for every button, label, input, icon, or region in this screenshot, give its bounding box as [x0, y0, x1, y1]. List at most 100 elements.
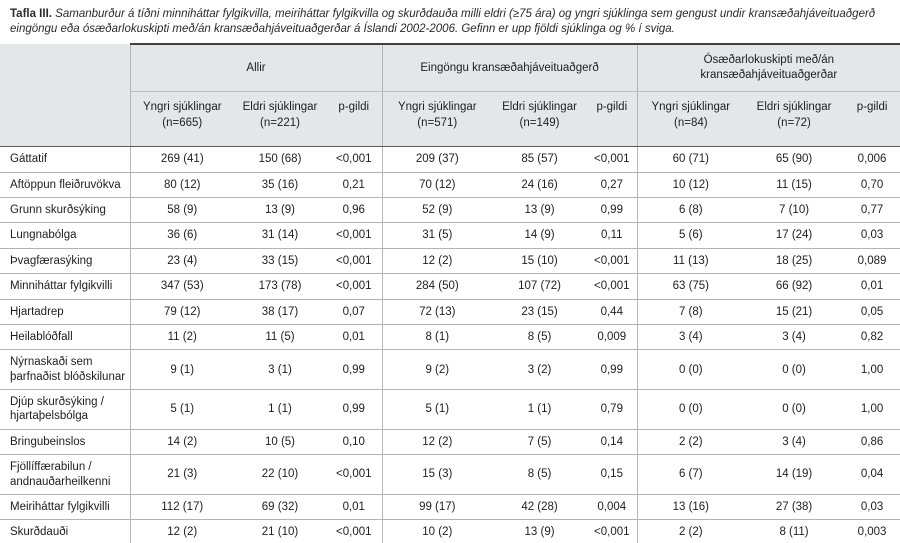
value-cell: 0,77 [844, 197, 900, 223]
row-label: Hjartadrep [0, 298, 130, 325]
row-label: Þvagfærasýking [0, 247, 130, 274]
col-header-n: (n=84) [674, 116, 708, 129]
value-cell: 1,00 [844, 349, 900, 390]
value-cell: 269 (41) [129, 146, 234, 173]
value-cell: 0,21 [326, 171, 383, 198]
value-cell: 347 (53) [129, 273, 234, 300]
value-cell: 15 (10) [492, 247, 588, 274]
value-cell: 14 (2) [129, 428, 234, 455]
col-header-elder-all: Eldri sjúklingar (n=221) [234, 91, 326, 148]
value-cell: <0,001 [587, 247, 638, 274]
value-cell: 8 (5) [492, 323, 588, 350]
value-cell: 0,96 [326, 197, 383, 223]
value-cell: 99 (17) [381, 493, 493, 520]
value-cell: 15 (21) [744, 298, 845, 325]
value-cell: 10 (12) [636, 171, 745, 198]
row-label: Fjöllíffærabilun / andnauðarheilkenni [0, 454, 130, 495]
value-cell: 0,003 [844, 519, 900, 543]
value-cell: 60 (71) [636, 146, 745, 173]
row-label: Aftöppun fleiðruvökva [0, 171, 130, 198]
value-cell: <0,001 [326, 247, 383, 274]
value-cell: 9 (1) [129, 349, 234, 390]
sub-header-row: Yngri sjúklingar (n=665) Eldri sjúklinga… [0, 91, 900, 148]
value-cell: 3 (1) [234, 349, 326, 390]
value-cell: 0,27 [587, 171, 638, 198]
col-header-p-all: p-gildi [326, 91, 383, 148]
value-cell: 0,99 [326, 389, 383, 430]
col-header-p-avr: p-gildi [844, 91, 900, 148]
value-cell: 21 (3) [129, 454, 234, 495]
value-cell: 13 (16) [636, 493, 745, 520]
col-header-younger-cabg: Yngri sjúklingar (n=571) [381, 91, 493, 148]
value-cell: <0,001 [326, 273, 383, 300]
value-cell: 0,01 [326, 323, 383, 350]
value-cell: 0,99 [587, 197, 638, 223]
value-cell: 0 (0) [744, 389, 845, 430]
col-header-label: Yngri sjúklingar [142, 101, 222, 114]
table-header: Allir Eingöngu kransæðahjáveituaðgerð Ós… [0, 43, 900, 148]
value-cell: 52 (9) [381, 197, 493, 223]
value-cell: 0,79 [587, 389, 638, 430]
value-cell: 0,99 [587, 349, 638, 390]
value-cell: 65 (90) [744, 146, 845, 173]
value-cell: 69 (32) [234, 493, 326, 520]
table-caption-text: Samanburður á tíðni minniháttar fylgikvi… [10, 8, 876, 36]
value-cell: 173 (78) [234, 273, 326, 300]
value-cell: 10 (5) [234, 428, 326, 455]
col-header-label: Eldri sjúklingar [756, 101, 832, 114]
value-cell: 107 (72) [492, 273, 588, 300]
value-cell: 0,05 [844, 298, 900, 325]
table-row: Heilablóðfall 11 (2) 11 (5) 0,01 8 (1) 8 (5) 0… [0, 323, 900, 350]
col-header-elder-cabg: Eldri sjúklingar (n=149) [492, 91, 588, 148]
value-cell: <0,001 [326, 519, 383, 543]
value-cell: 7 (10) [744, 197, 845, 223]
row-label: Skurðdauði [0, 519, 130, 543]
group-header-cabg-only: Eingöngu kransæðahjáveituaðgerð [381, 43, 638, 93]
value-cell: 31 (5) [381, 222, 493, 249]
value-cell: <0,001 [587, 273, 638, 300]
table-row: Hjartadrep 79 (12) 38 (17) 0,07 72 (13) 23 (1… [0, 298, 900, 325]
row-label: Minniháttar fylgikvilli [0, 273, 130, 300]
corner-cell [0, 44, 130, 148]
col-header-elder-avr: Eldri sjúklingar (n=72) [744, 91, 845, 148]
row-label: Bringubeinslos [0, 428, 130, 455]
value-cell: 2 (2) [636, 519, 745, 543]
value-cell: 7 (8) [636, 298, 745, 325]
value-cell: <0,001 [326, 146, 383, 173]
value-cell: 11 (13) [636, 247, 745, 274]
value-cell: 8 (11) [744, 519, 845, 543]
table-row: Nýrnaskaði sem þarfnaðist blóðskilunar 9 … [0, 349, 900, 390]
value-cell: 80 (12) [129, 171, 234, 198]
value-cell: 284 (50) [381, 273, 493, 300]
value-cell: 9 (2) [381, 349, 493, 390]
value-cell: 36 (6) [129, 222, 234, 249]
value-cell: 12 (2) [381, 428, 493, 455]
row-label: Nýrnaskaði sem þarfnaðist blóðskilunar [0, 349, 130, 390]
value-cell: 112 (17) [129, 493, 234, 520]
group-header-all: Allir [129, 43, 383, 93]
value-cell: 0,04 [844, 454, 900, 495]
col-header-younger-all: Yngri sjúklingar (n=665) [129, 91, 234, 148]
value-cell: 5 (6) [636, 222, 745, 249]
table-row: Bringubeinslos 14 (2) 10 (5) 0,10 12 (2) 7 (5… [0, 428, 900, 455]
col-header-p-cabg: p-gildi [587, 91, 638, 148]
col-header-n: (n=571) [417, 116, 458, 129]
value-cell: <0,001 [326, 222, 383, 249]
col-header-label: Eldri sjúklingar [502, 101, 577, 114]
col-header-younger-avr: Yngri sjúklingar (n=84) [636, 91, 745, 148]
value-cell: 209 (37) [381, 146, 493, 173]
value-cell: 0 (0) [744, 349, 845, 390]
value-cell: 15 (3) [381, 454, 493, 495]
results-table: Allir Eingöngu kransæðahjáveituaðgerð Ós… [0, 43, 900, 543]
value-cell: 21 (10) [234, 519, 326, 543]
value-cell: 0,70 [844, 171, 900, 198]
value-cell: 11 (15) [744, 171, 845, 198]
table-row: Þvagfærasýking 23 (4) 33 (15) <0,001 12 (2) 1… [0, 247, 900, 274]
table-row: Skurðdauði 12 (2) 21 (10) <0,001 10 (2) 13 (9… [0, 519, 900, 543]
value-cell: 0,009 [587, 323, 638, 350]
value-cell: 2 (2) [636, 428, 745, 455]
value-cell: 0,01 [326, 493, 383, 520]
value-cell: 14 (19) [744, 454, 845, 495]
value-cell: 0,01 [844, 273, 900, 300]
